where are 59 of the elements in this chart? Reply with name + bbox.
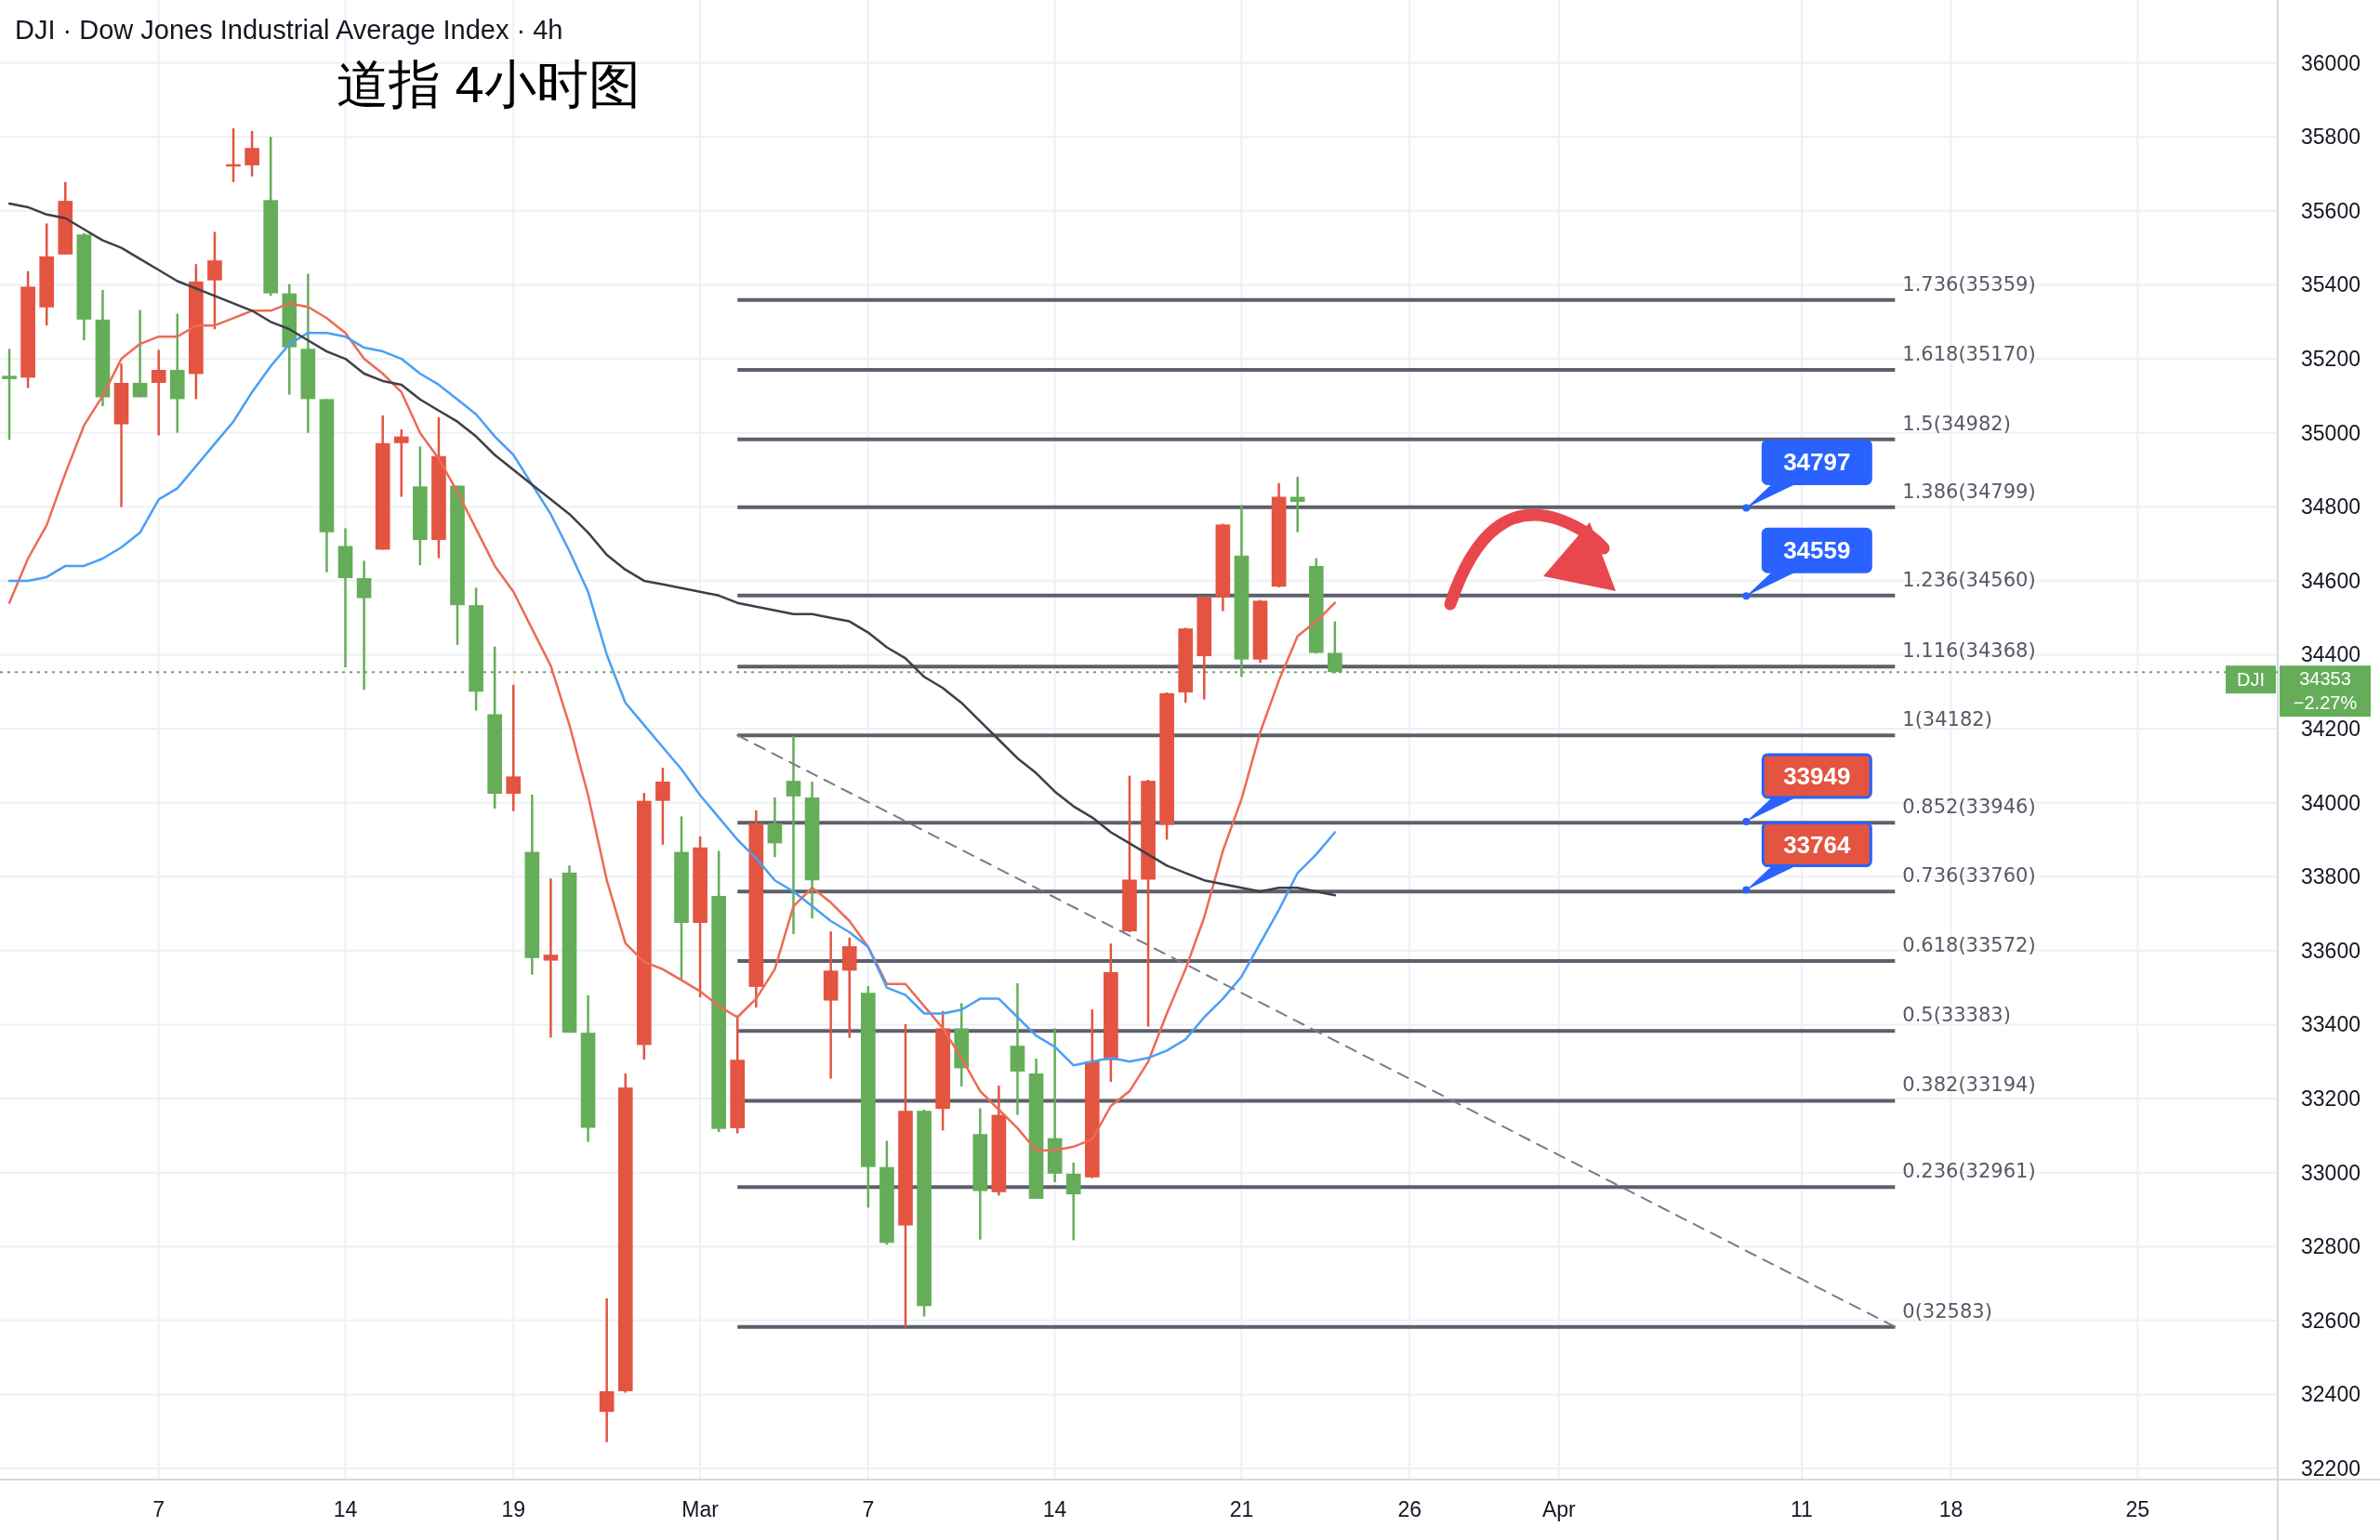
y-tick-label: 35200 <box>2301 347 2360 372</box>
ref-line-label: 0.736(33760) <box>1902 864 2036 888</box>
ref-line-label: 0.5(33383) <box>1902 1004 2011 1027</box>
ref-line-label: 1.618(35170) <box>1902 343 2036 365</box>
x-tick-label: 25 <box>2125 1497 2150 1521</box>
x-tick-label: 14 <box>1042 1497 1067 1521</box>
annotation: 34797 <box>1783 448 1851 477</box>
ref-line-label: 1.236(34560) <box>1902 568 2036 591</box>
annotation: 33949 <box>1783 761 1851 790</box>
ref-line-label: 0.236(32961) <box>1902 1160 2036 1183</box>
ref-line-label: 1.736(35359) <box>1902 272 2036 296</box>
ref-line-label: 1(34182) <box>1902 708 1992 731</box>
x-tick-label: 21 <box>1229 1497 1254 1521</box>
x-tick-label: 11 <box>1790 1497 1813 1521</box>
x-tick-label: 7 <box>152 1497 165 1521</box>
ref-line-label: 0.618(33572) <box>1902 934 2036 956</box>
y-tick-label: 32200 <box>2301 1456 2360 1481</box>
text: DJI · Dow Jones Industrial Average Index · 4h <box>15 15 563 45</box>
ref-line-label: 34353 <box>2299 668 2351 690</box>
y-tick-label: 34000 <box>2301 790 2360 815</box>
callout: 33949 <box>1742 753 1872 825</box>
callout: 34559 <box>1742 527 1872 600</box>
ref-line-label: 1.116(34368) <box>1902 639 2036 663</box>
annotation: 33764 <box>1783 830 1851 859</box>
y-tick-label: 34600 <box>2301 568 2360 593</box>
ref-line-label: 0(32583) <box>1902 1299 1992 1323</box>
ref-line-label: 0.852(33946) <box>1902 796 2036 819</box>
x-tick-label: 19 <box>501 1497 526 1521</box>
y-tick-label: 32800 <box>2301 1234 2360 1259</box>
y-tick-label: 34200 <box>2301 717 2360 742</box>
callout: 34797 <box>1742 439 1872 512</box>
x-tick-label: 18 <box>1938 1497 1964 1521</box>
ref-line-label: 1.5(34982) <box>1902 412 2011 435</box>
y-tick-label: 36000 <box>2301 50 2360 75</box>
text: 道指 4小时图 <box>337 55 641 113</box>
y-tick-label: 34400 <box>2301 642 2360 667</box>
x-tick-label: 26 <box>1397 1497 1421 1521</box>
callout: 33764 <box>1742 822 1872 894</box>
annotation: DJI <box>2237 669 2265 691</box>
y-tick-label: 33400 <box>2301 1012 2360 1037</box>
y-tick-label: 35000 <box>2301 420 2360 445</box>
y-tick-label: 35400 <box>2301 272 2360 297</box>
line-series <box>7 202 1337 897</box>
y-tick-label: 34800 <box>2301 494 2360 520</box>
annotation: 34559 <box>1783 536 1851 565</box>
x-tick-label: Apr <box>1541 1497 1577 1521</box>
ref-line-label: 0.382(33194) <box>1902 1073 2036 1097</box>
y-tick-label: 33800 <box>2301 864 2360 889</box>
y-tick-label: 33200 <box>2301 1086 2360 1112</box>
y-tick-label: 35600 <box>2301 198 2360 223</box>
x-tick-label: Mar <box>681 1497 720 1521</box>
x-tick-label: 7 <box>862 1497 875 1521</box>
y-tick-label: 35800 <box>2301 125 2360 150</box>
y-tick-label: 32600 <box>2301 1308 2360 1333</box>
ref-line-label: 1.386(34799) <box>1902 480 2036 503</box>
x-tick-label: 14 <box>333 1497 358 1521</box>
y-tick-label: 33600 <box>2301 938 2360 963</box>
y-tick-label: 32400 <box>2301 1382 2360 1407</box>
y-tick-label: 33000 <box>2301 1160 2360 1185</box>
